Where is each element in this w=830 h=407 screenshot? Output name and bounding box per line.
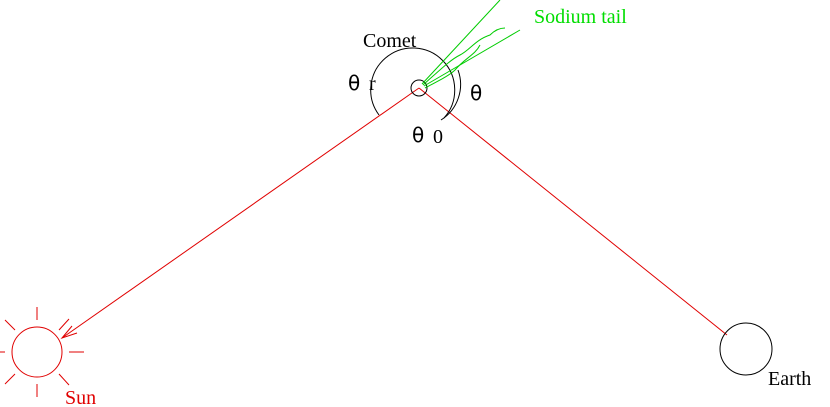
theta-r: θ (348, 71, 360, 95)
arrow-head (60, 325, 78, 340)
comet-label: Comet (363, 30, 417, 52)
theta-0-sub: 0 (433, 126, 443, 148)
comet (410, 79, 428, 97)
angle-arc (370, 47, 456, 119)
sun (0, 307, 84, 397)
angle-arc (440, 69, 462, 121)
sodium-tail (421, 0, 521, 89)
earth-label: Earth (768, 368, 811, 390)
sun-line (61, 87, 420, 339)
theta: θ (470, 81, 482, 105)
theta-r-sub: r (369, 73, 376, 95)
earth-line (418, 87, 728, 336)
tail-label: Sodium tail (534, 6, 627, 28)
earth (719, 322, 773, 376)
sun-label: Sun (65, 387, 96, 407)
theta-0: θ (412, 123, 424, 147)
